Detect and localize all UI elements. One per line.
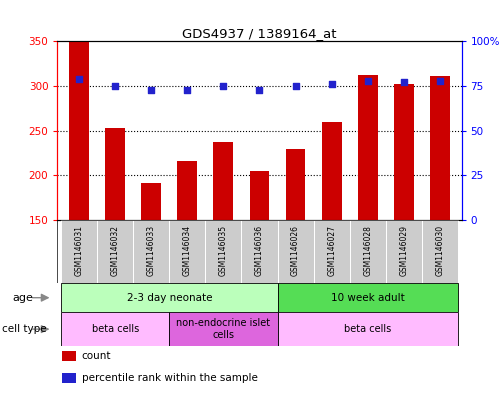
Point — [75, 76, 83, 82]
Bar — [169, 220, 206, 283]
Point — [147, 86, 155, 93]
Point — [436, 77, 444, 84]
Bar — [322, 122, 342, 220]
Bar — [422, 220, 458, 283]
Text: GSM1146032: GSM1146032 — [111, 225, 120, 276]
Bar — [61, 283, 277, 312]
Bar — [430, 76, 450, 220]
Text: GSM1146027: GSM1146027 — [327, 225, 336, 276]
Point — [255, 86, 263, 93]
Text: non-endocrine islet
cells: non-endocrine islet cells — [176, 318, 270, 340]
Point — [328, 81, 336, 87]
Bar — [242, 220, 277, 283]
Point — [291, 83, 299, 89]
Bar — [206, 220, 242, 283]
Bar — [214, 142, 234, 220]
Bar — [69, 41, 89, 220]
Bar — [105, 128, 125, 220]
Bar — [394, 84, 414, 220]
Text: beta cells: beta cells — [91, 324, 139, 334]
Bar — [62, 373, 75, 383]
Bar — [358, 75, 378, 220]
Text: GSM1146031: GSM1146031 — [74, 225, 83, 276]
Point — [400, 79, 408, 86]
Text: 10 week adult: 10 week adult — [331, 293, 405, 303]
Text: beta cells: beta cells — [344, 324, 391, 334]
Bar — [169, 312, 277, 346]
Bar — [141, 184, 161, 220]
Text: count: count — [82, 351, 111, 361]
Text: cell type: cell type — [2, 324, 47, 334]
Bar — [386, 220, 422, 283]
Point — [220, 83, 228, 89]
Bar — [177, 161, 197, 220]
Bar — [277, 283, 458, 312]
Text: GSM1146036: GSM1146036 — [255, 225, 264, 276]
Bar — [277, 220, 313, 283]
Bar — [61, 220, 97, 283]
Text: GSM1146029: GSM1146029 — [399, 225, 408, 276]
Text: GSM1146028: GSM1146028 — [363, 225, 372, 276]
Point — [111, 83, 119, 89]
Text: GSM1146033: GSM1146033 — [147, 225, 156, 276]
Bar — [277, 312, 458, 346]
Text: 2-3 day neonate: 2-3 day neonate — [127, 293, 212, 303]
Point — [364, 77, 372, 84]
Bar — [250, 171, 269, 220]
Title: GDS4937 / 1389164_at: GDS4937 / 1389164_at — [182, 27, 337, 40]
Text: GSM1146026: GSM1146026 — [291, 225, 300, 276]
Bar — [313, 220, 350, 283]
Bar — [350, 220, 386, 283]
Bar — [133, 220, 169, 283]
Text: age: age — [12, 293, 33, 303]
Point — [183, 86, 191, 93]
Bar — [62, 351, 75, 361]
Text: GSM1146030: GSM1146030 — [436, 225, 445, 276]
Text: GSM1146035: GSM1146035 — [219, 225, 228, 276]
Text: percentile rank within the sample: percentile rank within the sample — [82, 373, 257, 384]
Bar — [285, 149, 305, 220]
Bar — [97, 220, 133, 283]
Bar — [61, 312, 169, 346]
Text: GSM1146034: GSM1146034 — [183, 225, 192, 276]
